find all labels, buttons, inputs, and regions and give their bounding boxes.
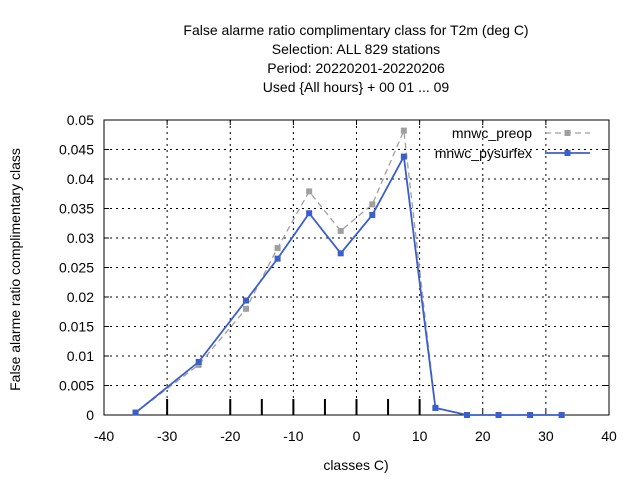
legend-marker bbox=[564, 150, 571, 156]
x-tick-label: 0 bbox=[353, 428, 361, 444]
data-point bbox=[463, 412, 470, 418]
x-tick-label: 20 bbox=[475, 428, 491, 444]
data-point bbox=[337, 250, 344, 257]
data-point bbox=[369, 211, 376, 218]
series-line bbox=[134, 153, 562, 416]
legend-marker bbox=[564, 130, 571, 136]
x-axis-ticks: -40 -30 -20 -10 0 10 20 30 40 bbox=[94, 120, 617, 444]
x-axis-label: classes C) bbox=[323, 457, 388, 473]
legend: mnwc_preop mnwc_pysurfex bbox=[435, 125, 590, 161]
y-axis-ticks: 0 0.005 0.01 0.015 0.02 0.025 0.03 0.035 0.04 0.0… bbox=[59, 112, 609, 423]
data-point bbox=[243, 297, 250, 304]
data-point bbox=[432, 404, 439, 411]
grid-lines bbox=[104, 120, 609, 415]
y-tick-label: 0.025 bbox=[59, 260, 94, 276]
y-tick-label: 0.03 bbox=[67, 230, 94, 246]
data-point bbox=[369, 201, 376, 208]
data-point bbox=[337, 227, 344, 234]
data-point bbox=[306, 188, 313, 195]
x-tick-label: -10 bbox=[283, 428, 303, 444]
data-point bbox=[400, 127, 407, 134]
y-tick-label: 0.04 bbox=[67, 171, 94, 187]
data-point bbox=[400, 153, 407, 160]
series-mnwc_preop bbox=[132, 127, 565, 418]
y-tick-label: 0.05 bbox=[67, 112, 94, 128]
x-tick-label: -40 bbox=[94, 428, 114, 444]
title-line-4: Used {All hours} + 00 01 ... 09 bbox=[263, 79, 450, 95]
data-point bbox=[243, 305, 250, 312]
title-line-1: False alarme ratio complimentary class f… bbox=[183, 22, 528, 38]
x-tick-label: -30 bbox=[157, 428, 177, 444]
y-tick-label: 0.01 bbox=[67, 348, 94, 364]
legend-label: mnwc_preop bbox=[452, 125, 532, 141]
data-point bbox=[274, 255, 281, 262]
data-point bbox=[495, 412, 502, 418]
legend-label: mnwc_pysurfex bbox=[435, 145, 532, 161]
y-axis-label: False alarme ratio complimentary class bbox=[7, 148, 23, 391]
x-tick-label: 10 bbox=[412, 428, 428, 444]
data-point bbox=[274, 245, 281, 252]
y-tick-label: 0.005 bbox=[59, 378, 94, 394]
data-point bbox=[132, 409, 139, 416]
y-tick-label: 0.02 bbox=[67, 289, 94, 305]
y-tick-label: 0.035 bbox=[59, 201, 94, 217]
data-point bbox=[195, 358, 202, 365]
y-tick-label: 0.045 bbox=[59, 142, 94, 158]
x-tick-label: 40 bbox=[601, 428, 617, 444]
title-line-3: Period: 20220201-20220206 bbox=[267, 60, 445, 76]
y-tick-label: 0 bbox=[86, 407, 94, 423]
series-mnwc_pysurfex bbox=[132, 153, 565, 418]
data-point bbox=[558, 412, 565, 418]
y-tick-label: 0.015 bbox=[59, 319, 94, 335]
x-tick-label: -20 bbox=[220, 428, 240, 444]
chart-title: False alarme ratio complimentary class f… bbox=[183, 22, 528, 95]
title-line-2: Selection: ALL 829 stations bbox=[272, 41, 440, 57]
series-line bbox=[135, 128, 562, 416]
data-point bbox=[527, 412, 534, 418]
series bbox=[132, 127, 565, 418]
x-tick-label: 30 bbox=[538, 428, 554, 444]
data-point bbox=[306, 210, 313, 217]
